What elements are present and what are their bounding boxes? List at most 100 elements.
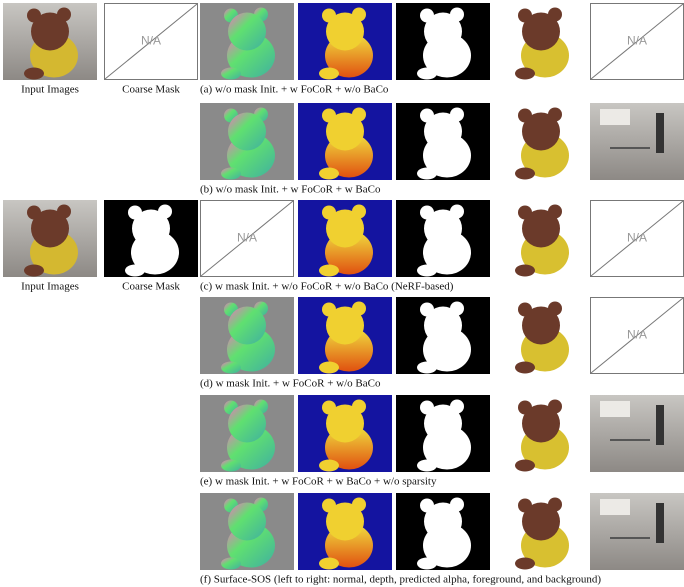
bear-head bbox=[31, 209, 69, 248]
bear-head bbox=[424, 502, 462, 541]
bear-head bbox=[424, 404, 462, 443]
na-diagonal bbox=[590, 3, 684, 80]
panel-fg bbox=[494, 395, 588, 472]
bear-foot bbox=[319, 264, 339, 277]
na-label: N/A bbox=[141, 34, 161, 48]
panel-fg bbox=[494, 493, 588, 570]
panel-fg bbox=[494, 103, 588, 180]
panel-alpha bbox=[396, 297, 490, 374]
window bbox=[600, 401, 630, 417]
bear-head bbox=[228, 12, 266, 51]
bear-foot bbox=[24, 67, 44, 80]
bear-foot bbox=[319, 167, 339, 180]
bear-head bbox=[228, 502, 266, 541]
na-diagonal bbox=[104, 3, 198, 80]
bear-head bbox=[326, 404, 364, 443]
bear-foot bbox=[221, 67, 241, 80]
bear-head bbox=[424, 306, 462, 345]
panel-normal bbox=[200, 395, 294, 472]
panel-alpha bbox=[396, 395, 490, 472]
bear-foot bbox=[417, 167, 437, 180]
na-label: N/A bbox=[627, 231, 647, 245]
na-diagonal bbox=[590, 297, 684, 374]
bear-foot bbox=[515, 361, 535, 374]
panel-depth bbox=[298, 3, 392, 80]
bear-foot bbox=[319, 361, 339, 374]
bear-foot bbox=[515, 264, 535, 277]
person bbox=[656, 405, 664, 445]
bear-foot bbox=[417, 67, 437, 80]
bear-foot bbox=[515, 67, 535, 80]
na-label: N/A bbox=[627, 328, 647, 342]
person bbox=[656, 503, 664, 543]
panel-depth bbox=[298, 297, 392, 374]
bear-head bbox=[228, 306, 266, 345]
panel-depth bbox=[298, 200, 392, 277]
column-label: Coarse Mask bbox=[122, 84, 180, 96]
panel-normal bbox=[200, 103, 294, 180]
bear-head bbox=[424, 112, 462, 151]
panel-alpha bbox=[396, 200, 490, 277]
bear-foot bbox=[515, 167, 535, 180]
bear-head bbox=[326, 306, 364, 345]
bear-foot bbox=[319, 557, 339, 570]
bear-head bbox=[522, 12, 560, 51]
panel-depth bbox=[298, 493, 392, 570]
row-caption: (e) w mask Init. + w FoCoR + w BaCo + w/… bbox=[200, 476, 437, 488]
bear-foot bbox=[417, 557, 437, 570]
na-diagonal bbox=[590, 200, 684, 277]
panel-alpha bbox=[396, 103, 490, 180]
panel-img bbox=[3, 3, 97, 80]
panel-normal bbox=[200, 493, 294, 570]
bear-foot bbox=[417, 264, 437, 277]
bear-head bbox=[31, 12, 69, 51]
panel-alpha bbox=[396, 3, 490, 80]
column-label: Input Images bbox=[21, 281, 79, 293]
bear-head bbox=[522, 209, 560, 248]
bear-head bbox=[522, 404, 560, 443]
bear-head bbox=[522, 502, 560, 541]
bear-foot bbox=[221, 361, 241, 374]
panel-bg bbox=[590, 493, 684, 570]
panel-fg bbox=[494, 3, 588, 80]
panel-normal bbox=[200, 3, 294, 80]
bear-head bbox=[424, 209, 462, 248]
na-label: N/A bbox=[237, 231, 257, 245]
panel-na: N/A bbox=[590, 297, 684, 374]
na-diagonal bbox=[200, 200, 294, 277]
bear-head bbox=[326, 12, 364, 51]
bear-foot bbox=[417, 459, 437, 472]
row-caption: (b) w/o mask Init. + w FoCoR + w BaCo bbox=[200, 184, 381, 196]
panel-depth bbox=[298, 103, 392, 180]
bear-head bbox=[132, 209, 170, 248]
column-label: Coarse Mask bbox=[122, 281, 180, 293]
bear-head bbox=[522, 112, 560, 151]
panel-na: N/A bbox=[200, 200, 294, 277]
bear-foot bbox=[319, 459, 339, 472]
panel-na: N/A bbox=[590, 3, 684, 80]
bear-head bbox=[228, 112, 266, 151]
panel-bg bbox=[590, 395, 684, 472]
bear-foot bbox=[221, 557, 241, 570]
panel-mask bbox=[104, 200, 198, 277]
panel-na: N/A bbox=[104, 3, 198, 80]
window bbox=[600, 109, 630, 125]
bear-foot bbox=[319, 67, 339, 80]
bear-foot bbox=[515, 557, 535, 570]
panel-fg bbox=[494, 200, 588, 277]
panel-alpha bbox=[396, 493, 490, 570]
row-caption: (d) w mask Init. + w FoCoR + w/o BaCo bbox=[200, 378, 381, 390]
bear-head bbox=[326, 502, 364, 541]
panel-bg bbox=[590, 103, 684, 180]
row-caption: (f) Surface-SOS (left to right: normal, … bbox=[200, 574, 601, 586]
bear-head bbox=[326, 209, 364, 248]
bear-foot bbox=[417, 361, 437, 374]
panel-na: N/A bbox=[590, 200, 684, 277]
bear-foot bbox=[221, 459, 241, 472]
bear-foot bbox=[125, 264, 145, 277]
window bbox=[600, 499, 630, 515]
bear-foot bbox=[221, 167, 241, 180]
person bbox=[656, 113, 664, 153]
bear-foot bbox=[24, 264, 44, 277]
